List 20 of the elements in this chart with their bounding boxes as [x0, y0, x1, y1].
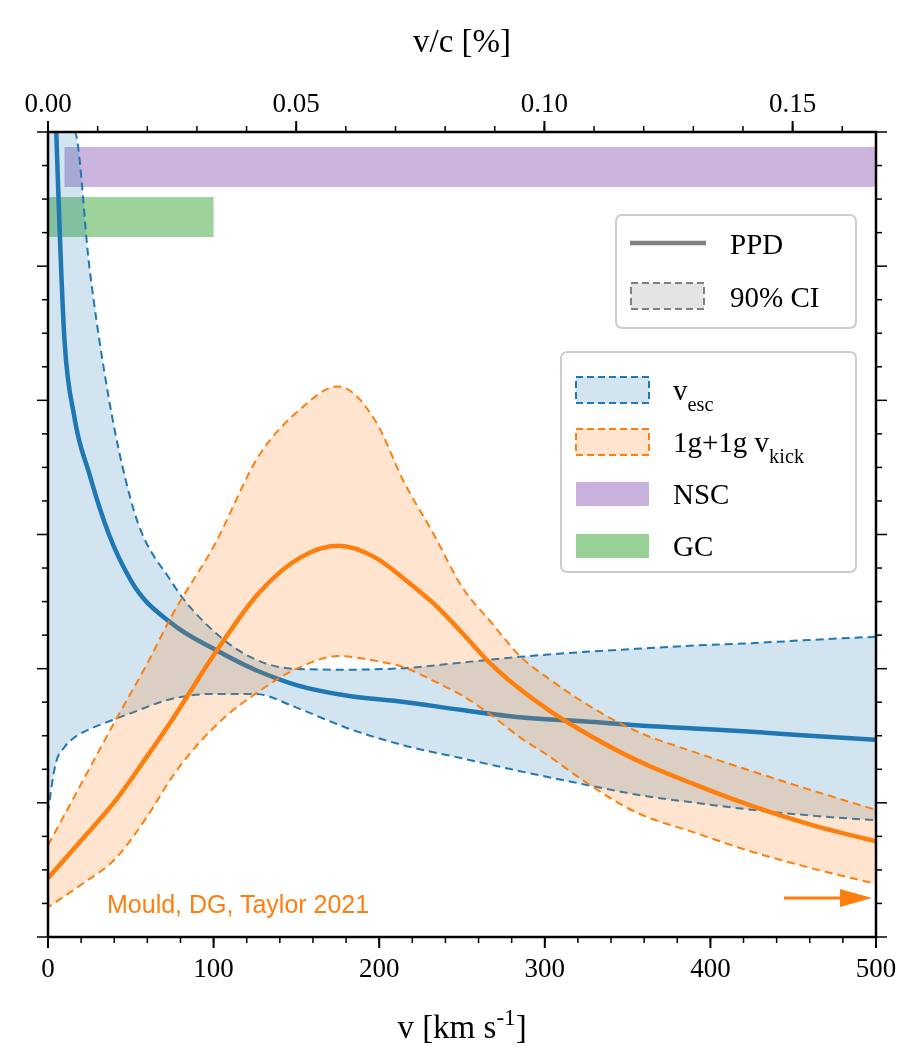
x2-tick-label: 0.10	[520, 88, 569, 118]
x-tick-label: 0	[41, 953, 55, 983]
annotation: Mould, DG, Taylor 2021	[107, 890, 370, 918]
x2-axis-title: v/c [%]	[412, 23, 512, 59]
x2-tick-label: 0.15	[768, 88, 817, 118]
annotation: 90% CI	[730, 281, 820, 313]
x-tick-label: 200	[358, 953, 400, 983]
x-tick-label: 400	[690, 953, 731, 983]
x-axis-title: v [km s$^{-1}$]	[397, 1004, 527, 1045]
x-tick-label: 500	[855, 953, 897, 983]
annotation: PPD	[730, 228, 784, 260]
legend-label: NSC	[673, 478, 730, 510]
legend-label: 1g+1g v$_{kick}$	[673, 426, 805, 467]
x2-tick-label: 0.05	[272, 88, 320, 118]
legend-label: GC	[673, 530, 714, 562]
x-tick-label: 300	[524, 953, 566, 983]
x2-tick-label: 0.00	[24, 88, 72, 118]
x-tick-label: 100	[193, 953, 234, 983]
style-key: PPD 90% CI	[615, 214, 857, 329]
legend-label: v$_{esc}$	[673, 374, 714, 415]
